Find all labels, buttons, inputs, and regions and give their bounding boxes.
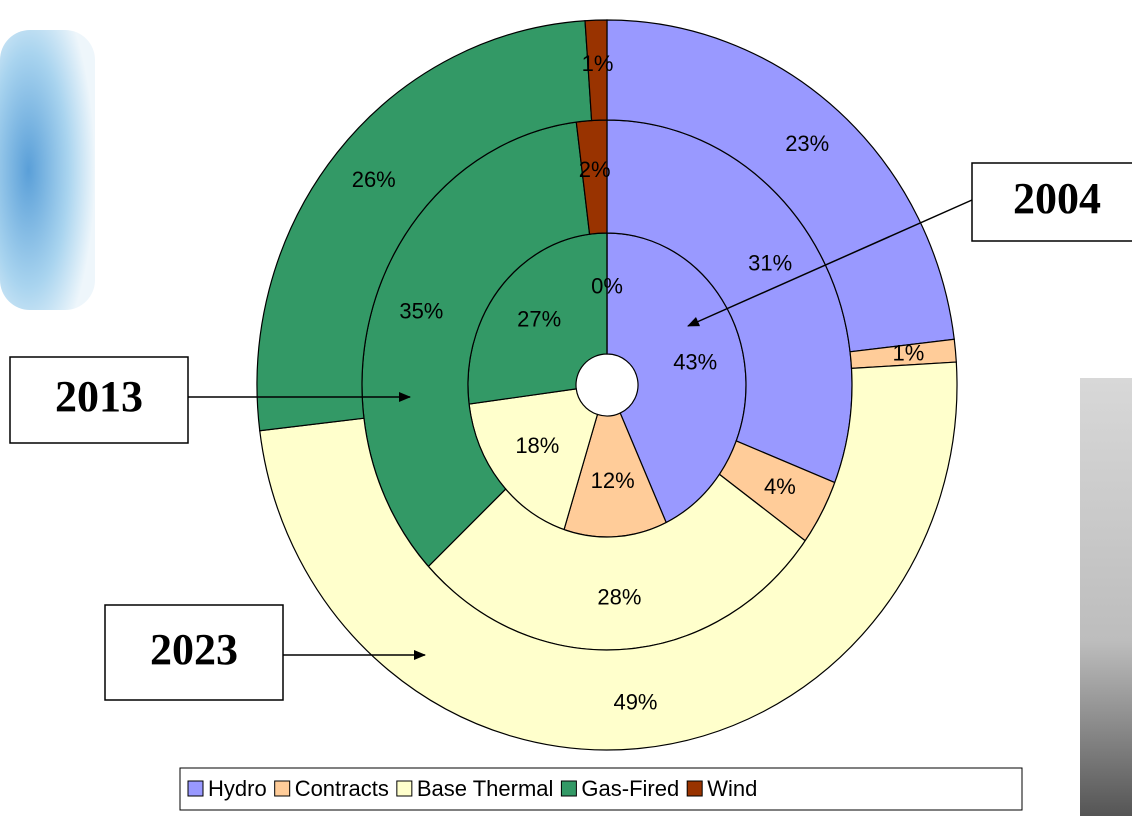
segment-label: 2% — [579, 157, 611, 182]
segment-label: 27% — [517, 306, 561, 331]
segment-label: 35% — [399, 298, 443, 323]
segment-label: 0% — [591, 273, 623, 298]
labels: 43% 12% 18% 27% 0% 31% 4% 28% 35% 2% 23% 1% 49% 26% 1% — [352, 51, 925, 714]
annotation-text: 2004 — [1013, 174, 1101, 223]
legend-label: Base Thermal — [417, 776, 554, 801]
legend-items: Hydro Contracts Base Thermal Gas-Fired Wind — [187, 776, 757, 801]
legend-label: Gas-Fired — [581, 776, 679, 801]
photo — [1080, 378, 1132, 816]
segment-label: 23% — [785, 131, 829, 156]
legend-swatch — [274, 780, 291, 797]
legend-label: Hydro — [208, 776, 267, 801]
segment-label: 12% — [591, 468, 635, 493]
segment-label: 28% — [597, 585, 641, 610]
segment-label: 1% — [893, 341, 925, 366]
legend-label: Wind — [707, 776, 757, 801]
legend-swatch — [686, 780, 703, 797]
annotation-text: 2013 — [55, 372, 143, 421]
segment — [584, 19, 608, 122]
segment — [606, 19, 955, 353]
annotation-box — [9, 356, 189, 444]
annotation-box — [104, 604, 284, 701]
segment-label: 49% — [613, 689, 657, 714]
segment-label: 43% — [673, 350, 717, 375]
annotation-text: 2023 — [150, 625, 238, 674]
clipart — [0, 30, 95, 310]
legend — [179, 767, 1023, 811]
annotation-arrow — [687, 199, 973, 327]
legend-swatch — [396, 780, 413, 797]
segment-label: 1% — [582, 51, 614, 76]
segment — [256, 20, 593, 432]
segment-label: 18% — [515, 433, 559, 458]
legend-label: Contracts — [295, 776, 389, 801]
rings — [256, 19, 958, 751]
segment-label: 31% — [748, 250, 792, 275]
annotation-box — [971, 162, 1132, 242]
segment-label: 4% — [764, 474, 796, 499]
segment — [259, 361, 958, 751]
legend-swatch — [560, 780, 577, 797]
segment-label: 26% — [352, 167, 396, 192]
legend-swatch — [187, 780, 204, 797]
